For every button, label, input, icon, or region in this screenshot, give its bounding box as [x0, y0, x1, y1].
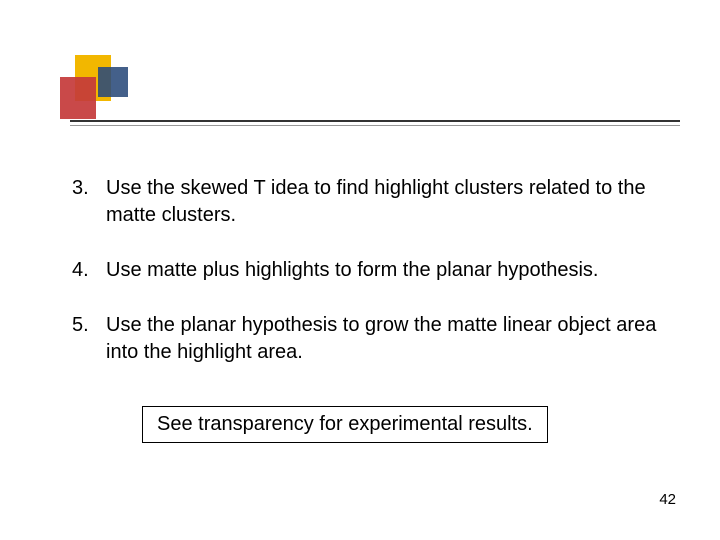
- list-item: 4. Use matte plus highlights to form the…: [72, 257, 670, 284]
- slide-content: 3. Use the skewed T idea to find highlig…: [72, 175, 670, 443]
- horizontal-rule-bottom: [70, 125, 680, 126]
- list-number: 4.: [72, 257, 100, 284]
- page-number: 42: [659, 491, 676, 508]
- list-number: 3.: [72, 175, 100, 229]
- blue-square: [98, 67, 128, 97]
- note-text: See transparency for experimental result…: [157, 413, 533, 435]
- list-text: Use matte plus highlights to form the pl…: [106, 257, 670, 284]
- slide-decoration: [60, 55, 130, 115]
- list-item: 3. Use the skewed T idea to find highlig…: [72, 175, 670, 229]
- red-square: [60, 77, 96, 119]
- list-number: 5.: [72, 312, 100, 366]
- list-item: 5. Use the planar hypothesis to grow the…: [72, 312, 670, 366]
- list-text: Use the planar hypothesis to grow the ma…: [106, 312, 670, 366]
- note-box: See transparency for experimental result…: [142, 406, 548, 443]
- horizontal-rule-top: [70, 120, 680, 122]
- list-text: Use the skewed T idea to find highlight …: [106, 175, 670, 229]
